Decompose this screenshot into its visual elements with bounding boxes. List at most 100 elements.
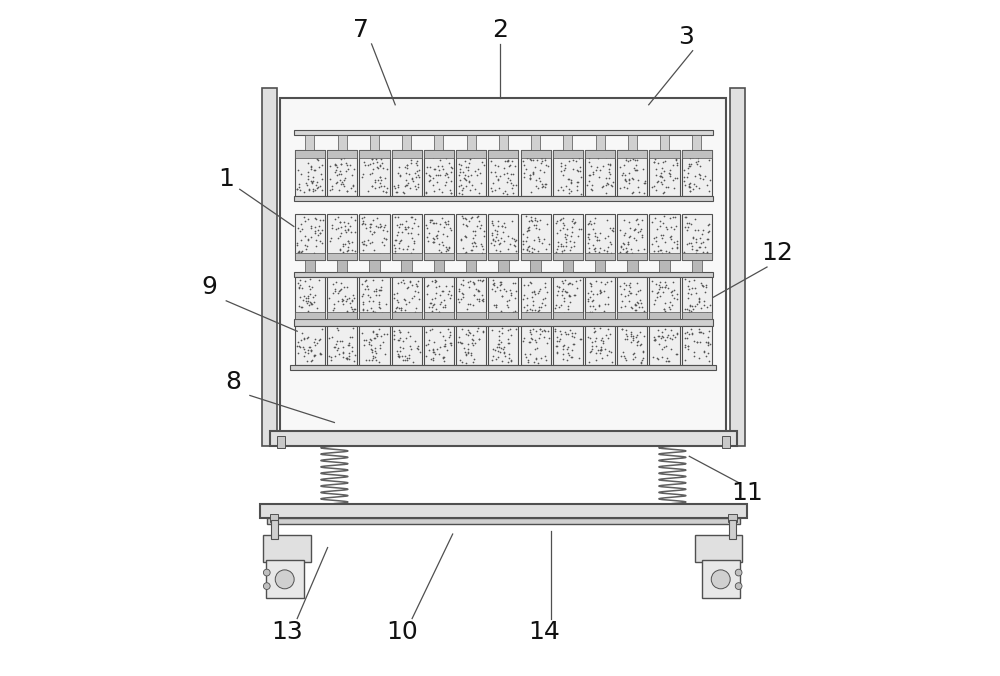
Point <box>493 342 509 353</box>
Point <box>501 151 517 162</box>
Point <box>455 167 471 178</box>
Point <box>602 237 618 247</box>
Point <box>527 215 543 226</box>
Bar <box>456 150 486 158</box>
Point <box>390 180 406 191</box>
Point <box>602 160 618 171</box>
Point <box>645 352 661 363</box>
Point <box>584 306 600 317</box>
Point <box>652 220 668 231</box>
Point <box>693 327 709 337</box>
Point <box>496 308 512 319</box>
Point <box>439 244 455 255</box>
Point <box>422 216 438 227</box>
Point <box>540 161 556 172</box>
Point <box>437 302 453 313</box>
Point <box>310 154 326 165</box>
Point <box>586 323 602 334</box>
Point <box>397 221 413 232</box>
Bar <box>295 214 325 260</box>
Point <box>440 245 456 256</box>
Point <box>421 169 437 180</box>
Point <box>443 338 459 349</box>
Point <box>623 288 639 299</box>
Point <box>339 306 355 317</box>
Point <box>681 159 697 170</box>
Point <box>488 231 504 242</box>
Point <box>650 176 666 187</box>
Point <box>425 151 441 162</box>
Point <box>657 276 673 287</box>
Point <box>522 348 538 359</box>
Point <box>397 162 413 172</box>
Point <box>354 237 370 248</box>
Point <box>529 309 545 320</box>
Point <box>692 170 708 180</box>
Point <box>484 283 500 294</box>
Point <box>701 326 717 337</box>
Point <box>378 187 394 197</box>
Point <box>368 284 384 295</box>
Point <box>596 150 612 161</box>
Point <box>486 279 502 290</box>
Point <box>522 324 538 335</box>
Point <box>453 235 469 246</box>
Point <box>532 176 548 187</box>
Point <box>535 180 551 191</box>
Point <box>435 301 451 312</box>
Point <box>391 222 407 233</box>
Point <box>440 288 456 299</box>
Point <box>458 247 474 258</box>
Bar <box>585 150 615 158</box>
Bar <box>553 253 583 260</box>
Bar <box>617 253 647 260</box>
Point <box>327 350 343 361</box>
Point <box>430 160 446 171</box>
Point <box>460 276 476 287</box>
Point <box>533 302 549 313</box>
Point <box>501 349 517 360</box>
Point <box>555 213 571 224</box>
Point <box>504 233 520 243</box>
Point <box>537 278 553 289</box>
Point <box>569 165 585 176</box>
Point <box>677 355 693 366</box>
Point <box>594 333 610 343</box>
Point <box>474 247 490 258</box>
Point <box>613 351 629 362</box>
Point <box>377 173 393 184</box>
Point <box>451 286 467 297</box>
Point <box>612 281 628 291</box>
Point <box>326 303 342 314</box>
Point <box>553 166 569 176</box>
Point <box>390 351 406 362</box>
Point <box>418 168 434 178</box>
Point <box>405 176 421 187</box>
Point <box>660 329 676 340</box>
Point <box>566 150 582 161</box>
Point <box>423 354 439 365</box>
Point <box>345 289 361 300</box>
Text: 3: 3 <box>678 25 694 49</box>
Point <box>346 293 362 304</box>
Point <box>613 241 629 251</box>
Point <box>328 339 344 349</box>
Point <box>581 153 597 164</box>
Point <box>534 325 550 336</box>
Point <box>656 303 672 314</box>
Point <box>699 233 715 244</box>
Point <box>622 281 638 292</box>
Point <box>654 327 670 337</box>
Point <box>438 219 454 230</box>
Point <box>314 147 330 158</box>
Point <box>333 277 349 288</box>
Point <box>587 228 603 239</box>
Point <box>411 164 427 175</box>
Point <box>305 186 321 197</box>
Point <box>339 352 355 363</box>
Point <box>312 235 328 246</box>
Point <box>492 285 508 295</box>
Point <box>342 160 358 170</box>
Bar <box>682 150 712 196</box>
Point <box>460 339 476 349</box>
